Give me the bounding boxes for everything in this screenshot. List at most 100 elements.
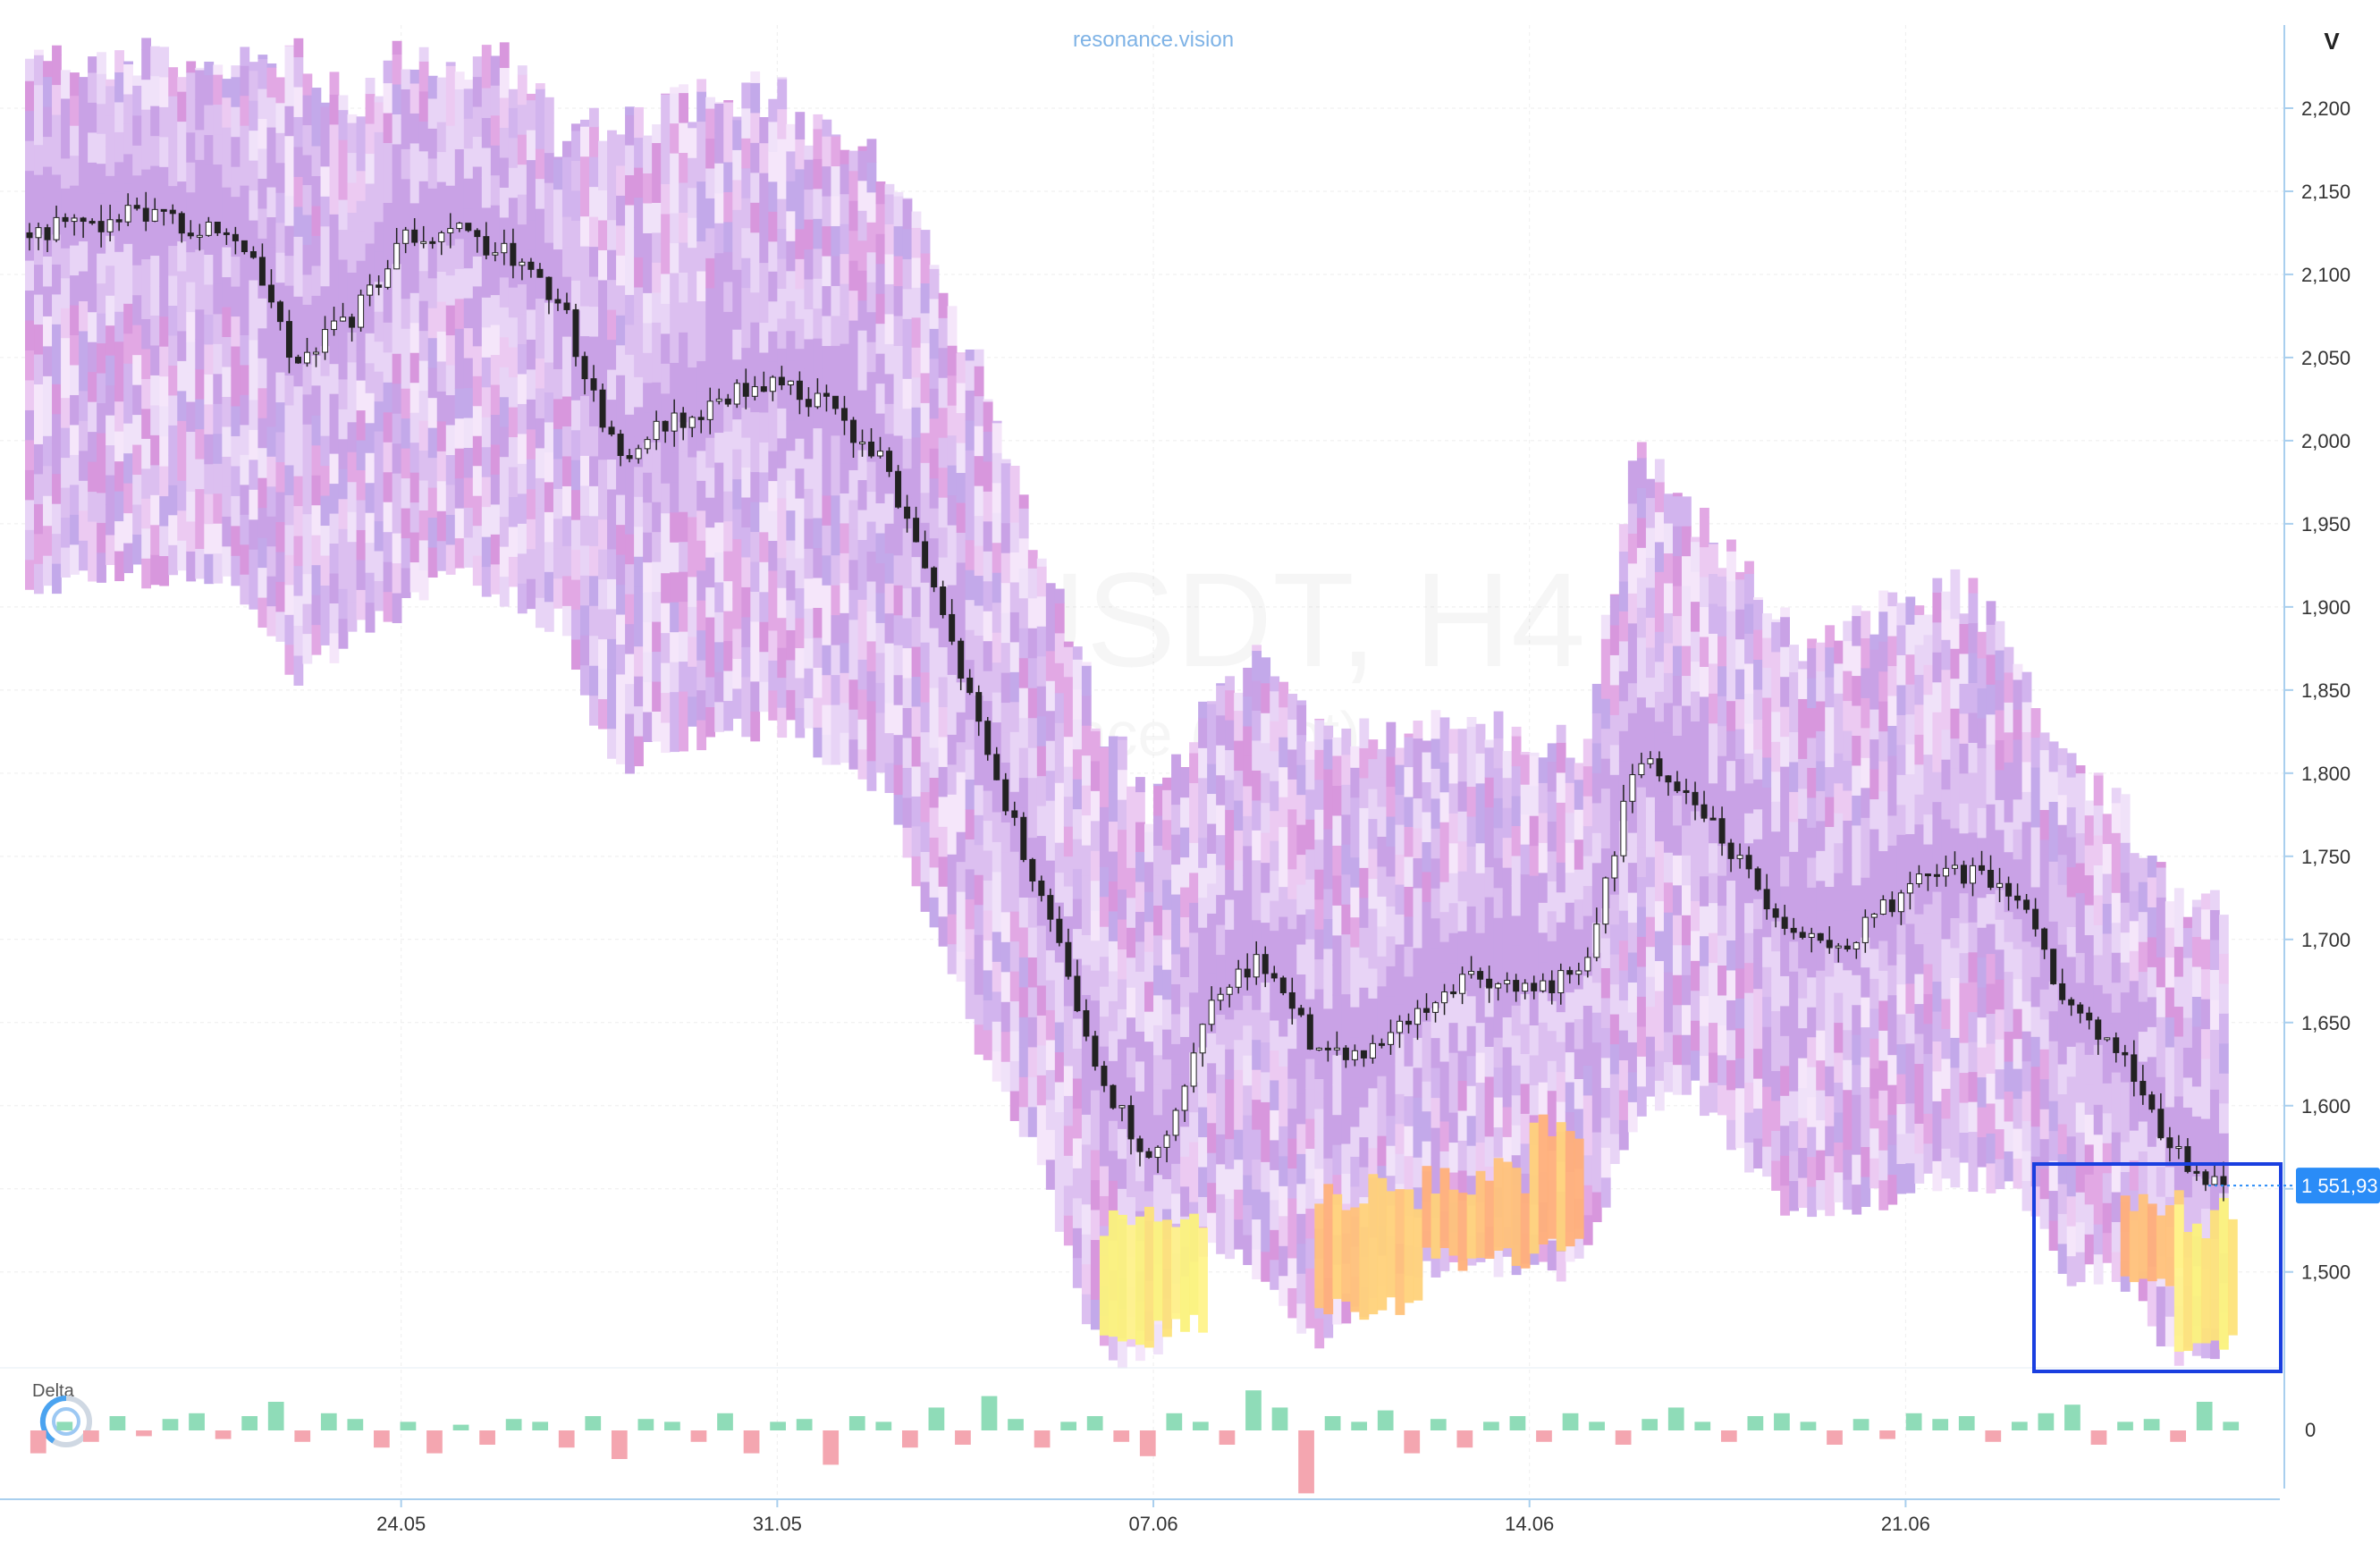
heatmap-cell (195, 548, 206, 579)
heatmap-cell (1081, 785, 1092, 816)
heatmap-cell (1153, 1323, 1163, 1355)
heatmap-cell (1977, 747, 1988, 779)
heatmap-cell (1296, 1093, 1307, 1125)
heatmap-cell (580, 156, 590, 187)
heatmap-cell (2066, 753, 2077, 778)
heatmap-cell (481, 147, 492, 178)
heatmap-cell (1332, 814, 1343, 846)
heatmap-cell (1672, 1064, 1683, 1095)
heatmap-cell (1905, 624, 1916, 655)
heatmap-cell (1368, 818, 1379, 849)
heatmap-cell (105, 175, 115, 207)
heatmap-cell (1171, 983, 1181, 1015)
heatmap-cell (1341, 1024, 1352, 1055)
heatmap-cell (1789, 1120, 1799, 1151)
heatmap-cell (2102, 1172, 2113, 1203)
heatmap-cell (1305, 789, 1316, 820)
heatmap-cell (79, 510, 89, 541)
heatmap-cell (70, 185, 80, 216)
heatmap-cell (329, 333, 340, 365)
heatmap-cell (2084, 1054, 2095, 1085)
heatmap-hot-cell (1520, 1193, 1531, 1269)
heatmap-cell (1386, 1145, 1397, 1177)
heatmap-cell (893, 405, 904, 436)
heatmap-cell (1332, 1114, 1343, 1145)
heatmap-cell (1448, 932, 1459, 964)
heatmap-cell (1681, 675, 1692, 706)
heatmap-cell (383, 411, 393, 443)
heatmap-cell (1135, 1000, 1145, 1032)
heatmap-cell (2057, 1243, 2068, 1274)
heatmap-cell (1887, 725, 1898, 756)
heatmap-cell (1126, 897, 1136, 928)
heatmap-cell (284, 404, 295, 435)
heatmap-cell (2093, 924, 2104, 956)
heatmap-cell (436, 331, 447, 362)
heatmap-cell (1771, 1100, 1781, 1131)
heatmap-cell (1807, 1156, 1818, 1187)
heatmap-cell (625, 114, 635, 146)
heatmap-cell (1538, 812, 1549, 843)
heatmap-cell (616, 255, 626, 286)
heatmap-cell (1816, 910, 1827, 941)
heatmap-cell (2147, 1026, 2157, 1058)
heatmap-cell (1735, 878, 1745, 909)
heatmap-cell (1422, 781, 1432, 813)
heatmap-cell (1305, 1088, 1316, 1119)
heatmap-cell (589, 485, 599, 517)
heatmap-cell (938, 292, 949, 318)
heatmap-cell (1878, 1090, 1889, 1121)
heatmap-cell (1995, 1039, 2005, 1070)
heatmap-cell (1009, 701, 1020, 732)
heatmap-cell (1493, 827, 1504, 858)
heatmap-cell (1036, 655, 1047, 687)
heatmap-cell (696, 450, 707, 481)
heatmap-cell (777, 228, 788, 259)
heatmap-cell (570, 460, 581, 491)
heatmap-cell (580, 186, 590, 217)
heatmap-cell (2093, 774, 2104, 806)
heatmap-cell (1063, 885, 1074, 917)
heatmap-cell (508, 466, 519, 498)
heatmap-cell (1377, 1135, 1388, 1167)
heatmap-cell (1618, 880, 1629, 911)
heatmap-cell (1009, 851, 1020, 882)
heatmap-cell (1511, 1125, 1522, 1156)
heatmap-cell (992, 1021, 1002, 1052)
heatmap-cell (526, 219, 536, 250)
heatmap-cell (1386, 846, 1397, 877)
heatmap-cell (1305, 908, 1316, 940)
heatmap-cell (1386, 906, 1397, 937)
heatmap-cell (1431, 1246, 1441, 1278)
heatmap-cell (2057, 854, 2068, 885)
heatmap-cell (1995, 620, 2005, 651)
heatmap-cell (2093, 865, 2104, 896)
heatmap-cell (589, 605, 599, 637)
heatmap-cell (374, 251, 384, 283)
heatmap-cell (1700, 875, 1709, 907)
heatmap-cell (848, 559, 859, 590)
heatmap-cell (383, 531, 393, 562)
heatmap-cell (1117, 1158, 1127, 1189)
heatmap-cell (1726, 1089, 1736, 1120)
heatmap-cell (795, 318, 806, 350)
heatmap-cell (2075, 1221, 2086, 1253)
heatmap-cell (1717, 605, 1727, 637)
heatmap-hot-cell (2209, 1210, 2220, 1341)
heatmap-cell (275, 581, 286, 612)
heatmap-cell (1843, 820, 1853, 851)
heatmap-cell (2209, 1089, 2220, 1120)
heatmap-cell (1117, 949, 1127, 980)
heatmap-cell (705, 437, 716, 468)
heatmap-cell (2156, 862, 2166, 868)
heatmap-cell (561, 426, 572, 457)
heatmap-cell (338, 139, 349, 171)
heatmap-cell (392, 413, 402, 444)
heatmap-cell (1036, 1104, 1047, 1135)
heatmap-cell (472, 256, 483, 287)
heatmap-cell (1816, 1030, 1827, 1061)
heatmap-cell (445, 274, 456, 306)
heatmap-cell (284, 105, 295, 137)
heatmap-cell (320, 165, 331, 197)
heatmap-cell (1386, 1175, 1397, 1206)
